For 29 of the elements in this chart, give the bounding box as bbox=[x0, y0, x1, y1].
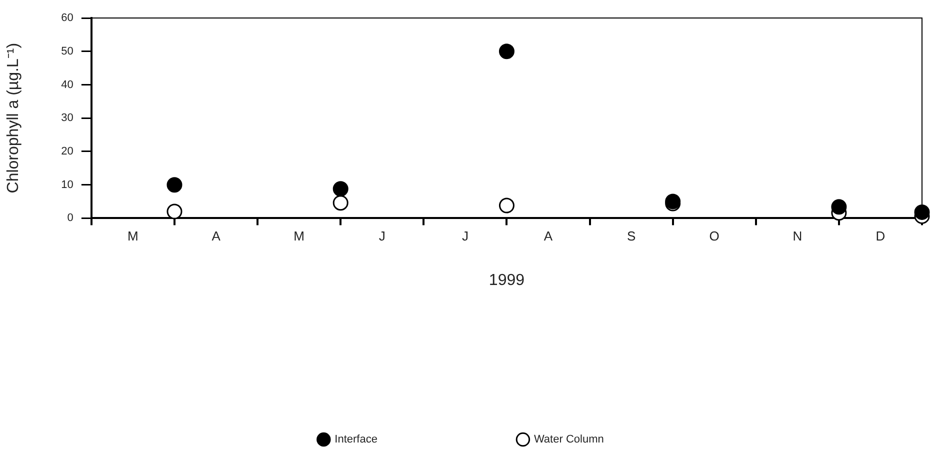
x-tick-label: N bbox=[792, 228, 802, 244]
x-tick-label: J bbox=[462, 228, 468, 244]
y-tick-label: 40 bbox=[61, 78, 74, 91]
point bbox=[166, 204, 182, 220]
legend-label: Water Column bbox=[534, 434, 604, 446]
point bbox=[831, 199, 847, 215]
x-axis-title: 1999 bbox=[488, 272, 525, 289]
y-tick-label: 50 bbox=[61, 45, 74, 58]
y-tick-label: 20 bbox=[61, 146, 74, 158]
point bbox=[914, 204, 930, 220]
y-tick-label: 10 bbox=[61, 178, 74, 191]
point bbox=[166, 177, 182, 193]
x-tick-label: A bbox=[212, 228, 221, 244]
x-tick-label: M bbox=[128, 228, 138, 244]
x-tick-label: A bbox=[544, 228, 553, 244]
point bbox=[332, 195, 348, 211]
y-tick-label: 60 bbox=[61, 12, 74, 24]
y-tick-label: 0 bbox=[67, 212, 74, 224]
point bbox=[498, 44, 514, 60]
x-tick-label: J bbox=[378, 228, 386, 244]
x-tick-label: M bbox=[294, 228, 304, 244]
y-tick-label: 30 bbox=[61, 112, 74, 124]
x-tick-label: D bbox=[876, 228, 886, 244]
x-tick-label: S bbox=[626, 228, 636, 244]
y-axis-title: Chlorophyll a (µg.L⁻¹) bbox=[5, 42, 22, 194]
x-tick-label: O bbox=[709, 228, 720, 244]
legend-label: Interface bbox=[334, 434, 378, 446]
point bbox=[498, 198, 514, 214]
point bbox=[332, 181, 348, 197]
